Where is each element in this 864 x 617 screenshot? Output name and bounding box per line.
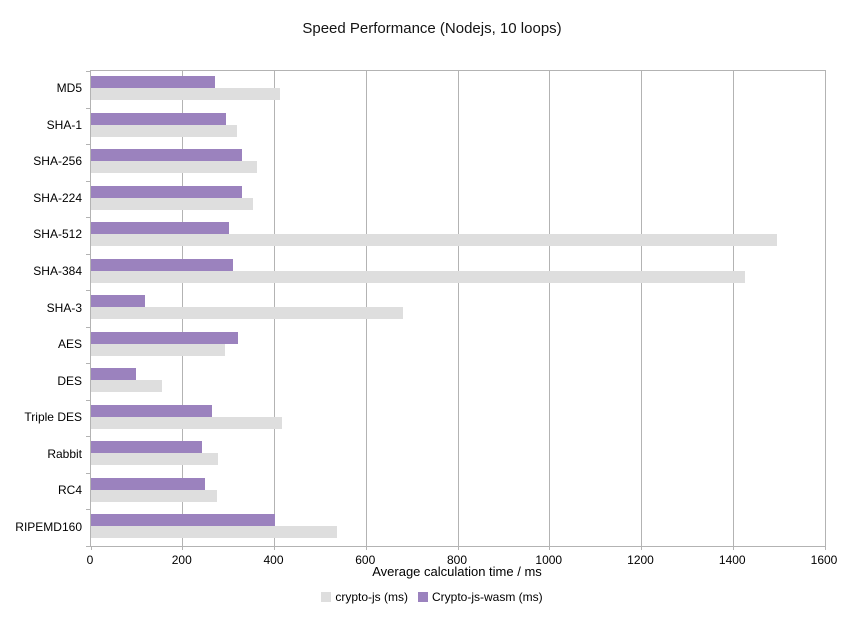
category-label-md5: MD5 xyxy=(56,81,82,96)
gridline-x-1000 xyxy=(549,71,551,546)
bar-sha-3-crypto-js-ms xyxy=(91,307,403,320)
x-tick-mark-1400 xyxy=(732,546,734,550)
y-tick-mark xyxy=(86,400,91,401)
category-label-rc4: RC4 xyxy=(57,483,82,498)
bar-sha-3-crypto-js-wasm-ms xyxy=(91,295,146,308)
chart-title: Speed Performance (Nodejs, 10 loops) xyxy=(302,20,562,37)
y-tick-mark xyxy=(86,436,91,437)
bar-rabbit-crypto-js-wasm-ms xyxy=(91,441,203,454)
x-tick-label-800: 800 xyxy=(446,553,468,567)
y-tick-mark xyxy=(86,254,91,255)
x-tick-label-400: 400 xyxy=(263,553,284,567)
category-label-triple-des: Triple DES xyxy=(24,410,82,425)
x-tick-label-200: 200 xyxy=(171,553,192,567)
y-tick-mark xyxy=(86,217,91,218)
category-label-ripemd160: RIPEMD160 xyxy=(15,519,82,534)
bar-rc4-crypto-js-wasm-ms xyxy=(91,477,206,490)
bar-sha-224-crypto-js-wasm-ms xyxy=(91,185,242,198)
bar-sha-512-crypto-js-ms xyxy=(91,234,777,247)
bar-aes-crypto-js-ms xyxy=(91,343,225,356)
plot-area xyxy=(86,70,826,550)
bar-md5-crypto-js-ms xyxy=(91,88,281,100)
bar-sha-224-crypto-js-ms xyxy=(91,197,254,210)
bar-sha-512-crypto-js-wasm-ms xyxy=(91,222,229,235)
x-tick-mark-400 xyxy=(274,546,275,550)
x-tick-mark-200 xyxy=(182,546,184,550)
bar-rc4-crypto-js-ms xyxy=(91,489,218,502)
legend-label: crypto-js (ms) xyxy=(335,590,408,604)
bar-sha-1-crypto-js-wasm-ms xyxy=(91,112,227,125)
y-tick-mark xyxy=(86,327,91,328)
bar-des-crypto-js-ms xyxy=(91,380,163,393)
x-axis-title: Average calculation time / ms xyxy=(372,564,542,579)
category-label-rabbit: Rabbit xyxy=(47,446,82,461)
category-label-sha-512: SHA-512 xyxy=(33,227,82,242)
category-label-sha-1: SHA-1 xyxy=(46,117,82,132)
bar-sha-384-crypto-js-ms xyxy=(91,270,745,283)
bar-sha-1-crypto-js-ms xyxy=(91,124,237,137)
x-tick-mark-1200 xyxy=(641,546,642,550)
y-tick-mark xyxy=(86,509,91,510)
legend-label: Crypto-js-wasm (ms) xyxy=(432,590,543,604)
legend-item-crypto-js-wasm-ms: Crypto-js-wasm (ms) xyxy=(418,590,543,604)
y-tick-mark xyxy=(86,71,91,72)
y-tick-mark xyxy=(86,546,91,547)
bar-sha-384-crypto-js-wasm-ms xyxy=(91,258,233,271)
x-tick-label-1400: 1400 xyxy=(718,553,746,567)
x-tick-mark-800 xyxy=(457,546,459,550)
legend-swatch-crypto-js-ms xyxy=(321,592,332,602)
gridline-x-800 xyxy=(457,71,459,546)
y-tick-mark xyxy=(86,290,91,291)
gridline-x-1400 xyxy=(732,71,734,546)
category-label-des: DES xyxy=(57,373,82,388)
bar-triple-des-crypto-js-wasm-ms xyxy=(91,404,213,417)
bar-rabbit-crypto-js-ms xyxy=(91,453,219,466)
category-label-aes: AES xyxy=(57,337,82,352)
legend-swatch-crypto-js-wasm-ms xyxy=(418,592,428,602)
y-tick-mark xyxy=(86,363,91,364)
legend: crypto-js (ms) Crypto-js-wasm (ms) xyxy=(0,590,864,604)
category-label-sha-256: SHA-256 xyxy=(33,154,82,169)
bar-sha-256-crypto-js-wasm-ms xyxy=(91,149,243,162)
legend-item-crypto-js-ms: crypto-js (ms) xyxy=(321,590,408,604)
y-tick-mark xyxy=(86,181,91,182)
x-tick-label-600: 600 xyxy=(355,553,376,567)
bar-md5-crypto-js-wasm-ms xyxy=(91,76,215,88)
bar-ripemd160-crypto-js-wasm-ms xyxy=(91,514,275,527)
bar-triple-des-crypto-js-ms xyxy=(91,416,282,429)
bar-ripemd160-crypto-js-ms xyxy=(91,526,337,539)
bar-des-crypto-js-wasm-ms xyxy=(91,368,136,381)
x-tick-label-1200: 1200 xyxy=(627,553,654,567)
bar-sha-256-crypto-js-ms xyxy=(91,161,257,174)
gridline-x-1200 xyxy=(641,71,642,546)
x-tick-label-0: 0 xyxy=(86,553,94,567)
category-label-sha-384: SHA-384 xyxy=(33,263,82,278)
y-tick-mark xyxy=(86,108,91,109)
x-tick-mark-0 xyxy=(90,546,92,550)
category-label-sha-224: SHA-224 xyxy=(33,190,82,205)
x-tick-label-1600: 1600 xyxy=(810,553,838,567)
y-tick-mark xyxy=(86,473,91,474)
y-tick-mark xyxy=(86,144,91,145)
x-tick-mark-600 xyxy=(365,546,367,550)
bar-aes-crypto-js-wasm-ms xyxy=(91,331,238,344)
x-tick-mark-1000 xyxy=(549,546,551,550)
x-tick-mark-1600 xyxy=(824,546,826,550)
category-label-sha-3: SHA-3 xyxy=(46,300,82,315)
x-tick-label-1000: 1000 xyxy=(535,553,563,567)
